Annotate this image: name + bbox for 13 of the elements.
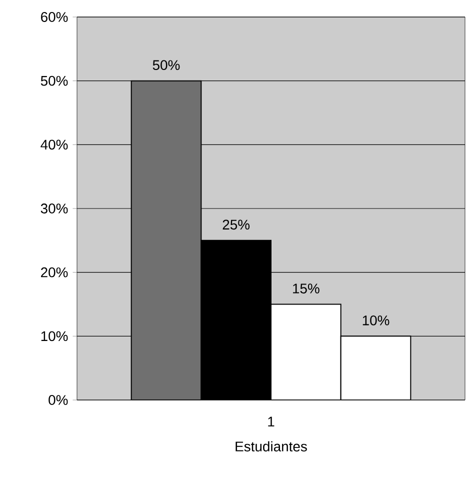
data-label: 10% (362, 315, 390, 326)
x-axis-title: Estudiantes (236, 441, 307, 452)
y-tick-label: 30% (40, 204, 68, 214)
y-tick-label: 60% (41, 12, 68, 22)
data-label: 15% (293, 284, 320, 294)
y-tick-label: 20% (41, 267, 68, 278)
y-tick-label: 10% (41, 331, 68, 342)
y-tick-label: 40% (40, 140, 68, 150)
y-tick-label: 50% (40, 76, 68, 86)
data-label: 50% (152, 60, 180, 70)
x-tick-label: 1 (268, 416, 274, 426)
y-tick-label: 0% (48, 395, 68, 405)
data-label: 25% (222, 220, 250, 230)
